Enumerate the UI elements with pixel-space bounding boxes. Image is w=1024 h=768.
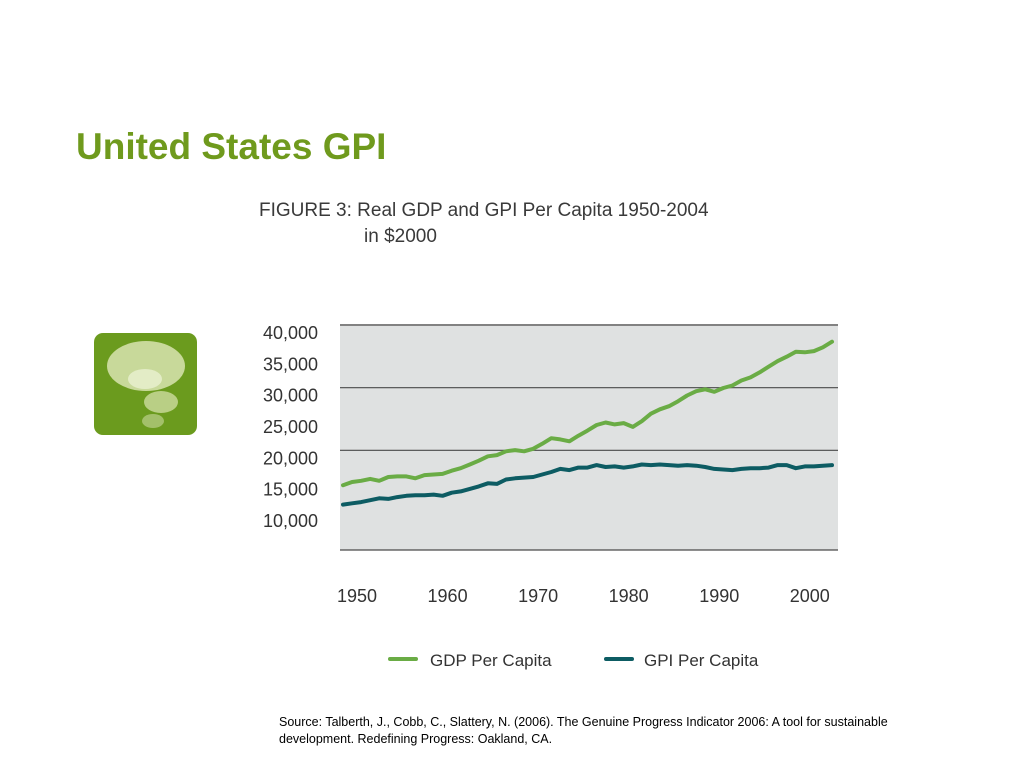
figure-subtitle: in $2000: [364, 226, 437, 247]
figure-title: FIGURE 3: Real GDP and GPI Per Capita 19…: [259, 200, 709, 221]
y-tick-label: 40,000: [263, 323, 318, 343]
source-citation: Source: Talberth, J., Cobb, C., Slattery…: [279, 715, 888, 746]
bubble-small: [142, 414, 164, 428]
y-tick-label: 30,000: [263, 386, 318, 406]
figure-title-block: FIGURE 3: Real GDP and GPI Per Capita 19…: [259, 198, 709, 250]
gdp-series-line: [341, 339, 834, 488]
x-tick-label: 1990: [699, 586, 739, 606]
x-tick-label: 1950: [337, 586, 377, 606]
x-tick-label: 1970: [518, 586, 558, 606]
line-chart: 40,000 35,000 30,000 25,000 20,000 15,000 10,0…: [263, 323, 838, 670]
y-tick-label: 20,000: [263, 448, 318, 468]
x-tick-label: 1960: [428, 586, 468, 606]
slide-title: United States GPI: [76, 126, 387, 167]
y-tick-label: 25,000: [263, 417, 318, 437]
plot-area: [340, 324, 838, 550]
legend-label: GPI Per Capita: [644, 651, 759, 670]
bubble-highlight: [128, 369, 162, 389]
y-tick-label: 10,000: [263, 511, 318, 531]
gpi-series-line: [341, 462, 834, 507]
bubble-medium: [144, 391, 178, 413]
y-tick-label: 15,000: [263, 480, 318, 500]
x-tick-label: 2000: [790, 586, 830, 606]
y-tick-label: 35,000: [263, 354, 318, 374]
x-tick-label: 1980: [609, 586, 649, 606]
legend-label: GDP Per Capita: [430, 651, 552, 670]
speech-bubbles-icon: [94, 333, 197, 435]
